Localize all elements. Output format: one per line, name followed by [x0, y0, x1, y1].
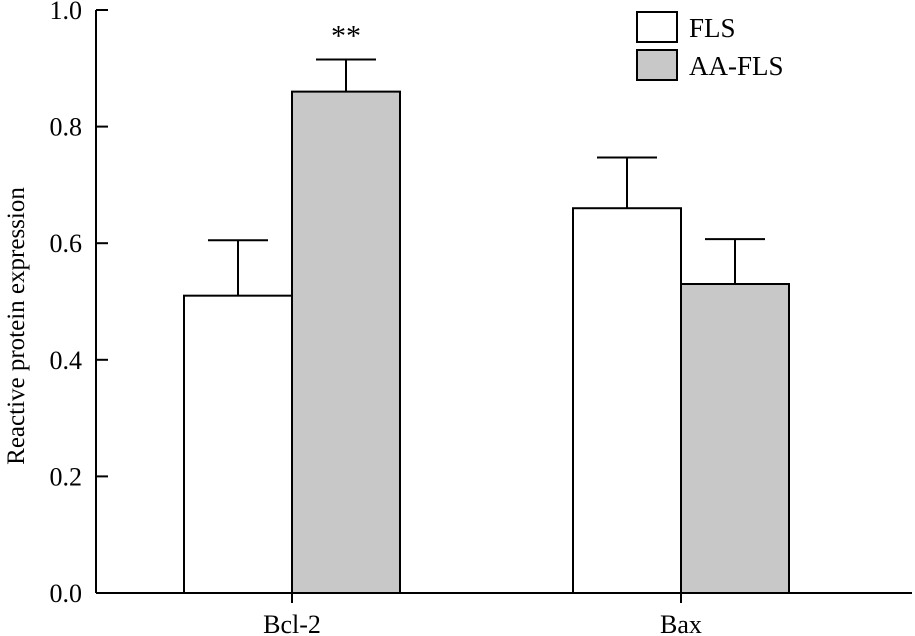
x-tick-label: Bax: [660, 610, 702, 636]
legend-swatch: [636, 49, 678, 81]
bar: [572, 207, 682, 594]
bars: **: [183, 20, 790, 595]
y-tick-label: 1.0: [50, 0, 83, 25]
bar: [183, 294, 293, 594]
y-tick-label: 0.6: [50, 229, 83, 258]
x-tick-label: Bcl-2: [263, 610, 321, 636]
legend: FLS AA-FLS: [636, 11, 784, 81]
legend-swatch: [636, 11, 678, 43]
y-tick-label: 0.2: [50, 462, 83, 491]
legend-label: AA-FLS: [689, 51, 784, 81]
significance-label: **: [331, 20, 361, 53]
y-tick-label: 0.8: [50, 113, 83, 142]
bar: [680, 283, 790, 594]
y-tick-label: 0.0: [50, 579, 83, 608]
legend-label: FLS: [689, 13, 736, 43]
y-axis-label: Reactive protein expression: [3, 187, 30, 465]
bar: [291, 90, 401, 595]
y-tick-label: 0.4: [50, 346, 83, 375]
axes: 0.0 0.2 0.4 0.6 0.8 1.0 Bcl-2 Bax: [50, 0, 912, 636]
